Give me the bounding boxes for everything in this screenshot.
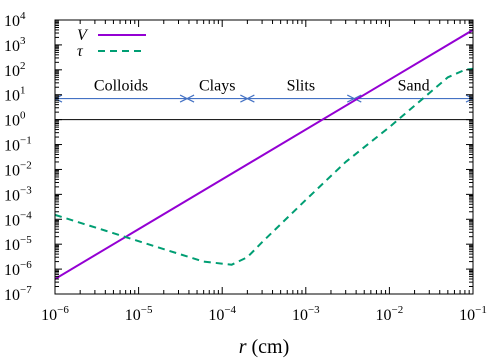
- x-axis-unit: (cm): [247, 336, 290, 358]
- y-tick-label: 104: [4, 10, 26, 30]
- x-axis-title: r (cm): [239, 336, 290, 358]
- y-tick-label: 10−1: [4, 135, 32, 155]
- band-arrow-left-sand: [352, 94, 362, 103]
- y-tick-label: 101: [4, 85, 26, 105]
- y-tick-label: 10−6: [4, 259, 32, 279]
- x-tick-label: 10−3: [292, 304, 320, 324]
- plot-content: [55, 29, 473, 280]
- x-tick-labels: 10−6 10−5 10−4 10−3 10−2 10−1: [41, 304, 487, 324]
- x-tick-label: 10−4: [208, 304, 236, 324]
- x-tick-label: 10−5: [125, 304, 153, 324]
- series-line-tau: [55, 67, 473, 266]
- y-tick-label: 102: [4, 60, 26, 80]
- tick-marks: [54, 19, 474, 295]
- y-tick-label: 100: [4, 110, 26, 130]
- plot-area: Colloids Clays Slits Sand: [55, 29, 473, 280]
- x-tick-label: 10−2: [376, 304, 404, 324]
- legend-label-v: V: [77, 27, 89, 44]
- x-tick-label: 10−1: [459, 304, 487, 324]
- band-arrow-left-clays: [185, 94, 195, 103]
- plot-border: [54, 19, 474, 295]
- band-label-colloids: Colloids: [94, 78, 148, 95]
- band-arrow-left-slits: [246, 94, 255, 103]
- y-tick-label: 10−3: [4, 184, 32, 204]
- x-tick-label: 10−6: [41, 304, 69, 324]
- y-tick-label: 10−7: [4, 284, 32, 304]
- x-axis-variable: r: [239, 336, 247, 358]
- y-tick-labels: 104 103 102 101 100 10−1 10−2 10−3 10−4 10−5 10−6 1…: [4, 10, 32, 304]
- band-label-sand: Sand: [398, 78, 430, 95]
- y-tick-label: 10−2: [4, 159, 32, 179]
- band-label-clays: Clays: [199, 78, 235, 95]
- band-arrow-left-colloids: [55, 94, 63, 103]
- y-tick-label: 10−4: [4, 209, 32, 229]
- series-line-v: [55, 29, 473, 280]
- plot-frame: [54, 19, 474, 295]
- y-tick-label: 103: [4, 35, 26, 55]
- band-label-slits: Slits: [287, 78, 315, 95]
- y-tick-label: 10−5: [4, 234, 32, 254]
- legend: Vτ: [77, 27, 146, 60]
- band-arrow-right-sand: [465, 94, 473, 103]
- legend-label-tau: τ: [77, 43, 84, 60]
